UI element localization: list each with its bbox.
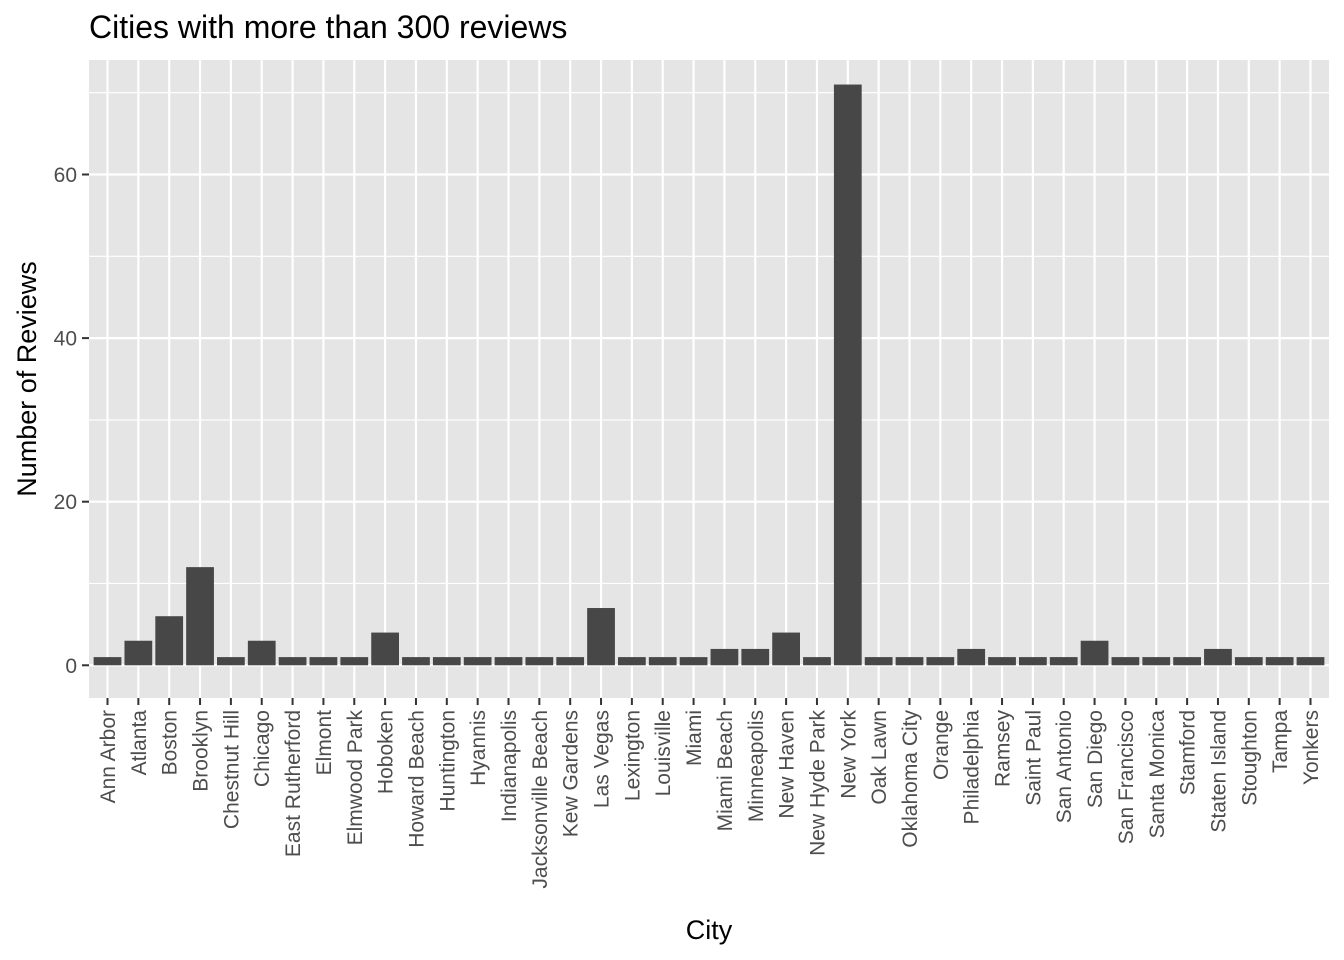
- bar: [926, 657, 955, 666]
- x-tick-label: San Antonio: [1053, 710, 1076, 823]
- bar: [402, 657, 430, 666]
- bar: [247, 640, 276, 666]
- bar: [1296, 657, 1325, 666]
- bar: [1234, 657, 1263, 666]
- bar: [556, 657, 585, 666]
- bar: [340, 657, 369, 666]
- bars: [93, 84, 1325, 666]
- x-tick-label: Staten Island: [1207, 710, 1230, 833]
- x-tick-label: Indianapolis: [498, 710, 521, 822]
- y-tick-label: 20: [54, 491, 77, 514]
- plot-panel: [89, 60, 1329, 698]
- grid-lines: [89, 60, 1329, 698]
- bar: [1265, 657, 1294, 666]
- x-tick-label: Huntington: [436, 710, 459, 812]
- bar: [772, 632, 800, 666]
- bar: [741, 648, 770, 666]
- x-axis: Ann Arbor Atlanta Boston Brooklyn Chestnut H…: [97, 698, 1323, 889]
- y-axis: 0 20 40 60: [54, 164, 89, 678]
- x-tick-label: Yonkers: [1300, 710, 1323, 785]
- x-tick-label: San Diego: [1084, 710, 1107, 808]
- x-tick-label: Stamford: [1177, 710, 1200, 795]
- bar: [309, 657, 338, 666]
- x-axis-title: City: [686, 915, 733, 945]
- bar: [803, 657, 831, 666]
- x-tick-label: Elmont: [313, 710, 336, 776]
- x-tick-label: Miami: [683, 710, 706, 766]
- chart-title: Cities with more than 300 reviews: [89, 9, 567, 45]
- bar: [371, 632, 399, 666]
- x-tick-label: Las Vegas: [591, 710, 614, 808]
- x-tick-label: Ramsey: [992, 710, 1015, 788]
- x-tick-label: San Francisco: [1115, 710, 1138, 844]
- bar: [1204, 648, 1232, 666]
- x-tick-label: Tampa: [1269, 710, 1292, 773]
- x-tick-label: Hoboken: [375, 710, 398, 794]
- x-tick-label: Hyannis: [467, 710, 490, 786]
- bar: [186, 567, 214, 666]
- x-tick-label: Howard Beach: [405, 710, 428, 848]
- bar: [895, 657, 924, 666]
- y-tick-label: 0: [65, 655, 77, 678]
- x-tick-label: Oak Lawn: [868, 710, 891, 805]
- x-tick-label: Ann Arbor: [97, 710, 120, 803]
- bar: [432, 657, 461, 666]
- bar: [124, 640, 153, 666]
- x-tick-label: Chestnut Hill: [220, 710, 243, 829]
- x-tick-label: Orange: [930, 710, 953, 780]
- x-tick-label: Louisville: [652, 710, 675, 796]
- bar: [463, 657, 492, 666]
- x-tick-label: Philadelphia: [961, 710, 984, 825]
- y-axis-title: Number of Reviews: [12, 261, 42, 497]
- x-tick-label: East Rutherford: [282, 710, 305, 857]
- y-tick-label: 40: [54, 328, 77, 351]
- bar: [587, 608, 615, 666]
- bar: [710, 648, 739, 666]
- x-tick-label: New Hyde Park: [806, 710, 829, 856]
- x-tick-label: Lexington: [621, 710, 644, 801]
- bar: [1049, 657, 1078, 666]
- x-tick-label: Elmwood Park: [344, 710, 367, 846]
- bar: [864, 657, 893, 666]
- x-tick-label: Brooklyn: [190, 710, 213, 792]
- bar: [494, 657, 523, 666]
- x-tick-label: New Haven: [776, 710, 799, 819]
- bar: [833, 84, 862, 666]
- x-tick-label: Stoughton: [1238, 710, 1261, 806]
- bar: [155, 616, 184, 666]
- x-tick-label: Atlanta: [128, 710, 151, 776]
- x-tick-label: Minneapolis: [745, 710, 768, 822]
- x-tick-label: Saint Paul: [1022, 710, 1045, 806]
- bar: [679, 657, 708, 666]
- bar: [957, 648, 986, 666]
- bar: [988, 657, 1016, 666]
- bar: [278, 657, 307, 666]
- bar: [525, 657, 554, 666]
- bar: [618, 657, 646, 666]
- bar: [648, 657, 677, 666]
- bar: [1080, 640, 1109, 666]
- x-tick-label: Boston: [159, 710, 182, 775]
- bar: [1142, 657, 1171, 666]
- x-tick-label: Miami Beach: [714, 710, 737, 831]
- x-tick-label: Chicago: [251, 710, 274, 787]
- bar: [93, 657, 122, 666]
- bar: [1173, 657, 1201, 666]
- x-tick-label: New York: [837, 710, 860, 799]
- x-tick-label: Jacksonville Beach: [529, 710, 552, 889]
- x-tick-label: Santa Monica: [1146, 710, 1169, 839]
- x-tick-label: Kew Gardens: [560, 710, 583, 837]
- bar: [1111, 657, 1140, 666]
- bar: [1019, 657, 1047, 666]
- y-tick-label: 60: [54, 164, 77, 187]
- bar: [217, 657, 245, 666]
- x-tick-label: Oklahoma City: [899, 710, 922, 848]
